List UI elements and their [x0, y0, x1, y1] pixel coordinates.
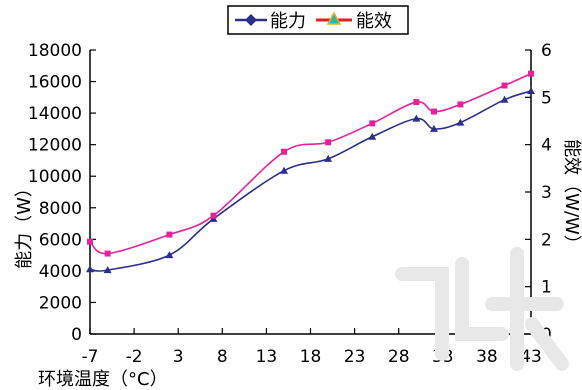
x-axis-title: 环境温度（°C） [38, 369, 168, 390]
y2-axis-title: 能效（W/W） [561, 139, 582, 253]
y2-tick-label: 4 [541, 136, 552, 156]
y2-tick-label: 6 [541, 41, 552, 61]
legend-diamond-icon [245, 14, 257, 26]
data-point-capacity [324, 154, 333, 162]
x-tick-label: 38 [476, 347, 498, 367]
series-line-efficiency [89, 72, 532, 255]
y-tick-label: 6000 [39, 230, 82, 250]
x-tick-label: 43 [520, 347, 542, 367]
y-tick-label: 4000 [39, 262, 82, 282]
data-point-capacity [280, 166, 289, 174]
x-tick-label: 8 [217, 347, 228, 367]
data-point-capacity [86, 265, 94, 273]
data-point-efficiency [104, 250, 111, 257]
data-point-efficiency [210, 212, 217, 219]
data-point-efficiency [528, 70, 534, 77]
y-tick-label: 0 [71, 325, 82, 345]
y-tick-label: 10000 [28, 167, 82, 187]
data-point-efficiency [87, 238, 93, 245]
data-point-capacity [412, 114, 421, 122]
x-tick-label: 3 [173, 347, 184, 367]
data-point-efficiency [501, 82, 508, 89]
legend: 能力 能效 [227, 5, 409, 35]
series-layer [86, 70, 535, 274]
data-point-efficiency [413, 99, 420, 106]
y-tick-label: 2000 [39, 293, 82, 313]
data-point-capacity [165, 251, 174, 259]
data-point-efficiency [325, 139, 332, 146]
watermark-logo [395, 247, 569, 371]
x-tick-label: 13 [256, 347, 278, 367]
y-tick-label: 18000 [28, 41, 82, 61]
x-tick-label: 28 [388, 347, 410, 367]
legend-label-efficiency: 能效 [356, 11, 392, 32]
data-point-capacity [368, 132, 377, 140]
data-point-capacity [456, 118, 465, 126]
data-point-capacity [103, 266, 112, 274]
y2-tick-label: 3 [541, 183, 552, 203]
data-point-capacity [500, 95, 509, 103]
y-tick-label: 16000 [28, 73, 82, 93]
y2-tick-label: 2 [541, 230, 552, 250]
data-point-efficiency [166, 231, 173, 238]
y-tick-label: 14000 [28, 104, 82, 124]
y-tick-label: 8000 [39, 199, 82, 219]
y2-tick-label: 1 [541, 278, 552, 298]
data-point-efficiency [457, 101, 464, 108]
legend-label-capacity: 能力 [270, 11, 306, 32]
data-point-efficiency [281, 148, 288, 155]
data-point-efficiency [369, 120, 376, 127]
x-tick-label: 18 [300, 347, 322, 367]
data-point-capacity [527, 87, 535, 95]
y-tick-label: 12000 [28, 136, 82, 156]
data-point-capacity [429, 124, 438, 132]
x-tick-label: 23 [344, 347, 366, 367]
x-tick-label: -2 [126, 347, 143, 367]
y2-tick-label: 5 [541, 88, 552, 108]
x-tick-label: -7 [82, 347, 99, 367]
data-point-efficiency [430, 108, 437, 115]
legend-triangle-icon [326, 11, 342, 25]
y-axis-title: 能力（W） [14, 179, 35, 269]
axes: 0 2000 4000 6000 8000 10000 12000 14000 16000 180… [28, 41, 552, 367]
